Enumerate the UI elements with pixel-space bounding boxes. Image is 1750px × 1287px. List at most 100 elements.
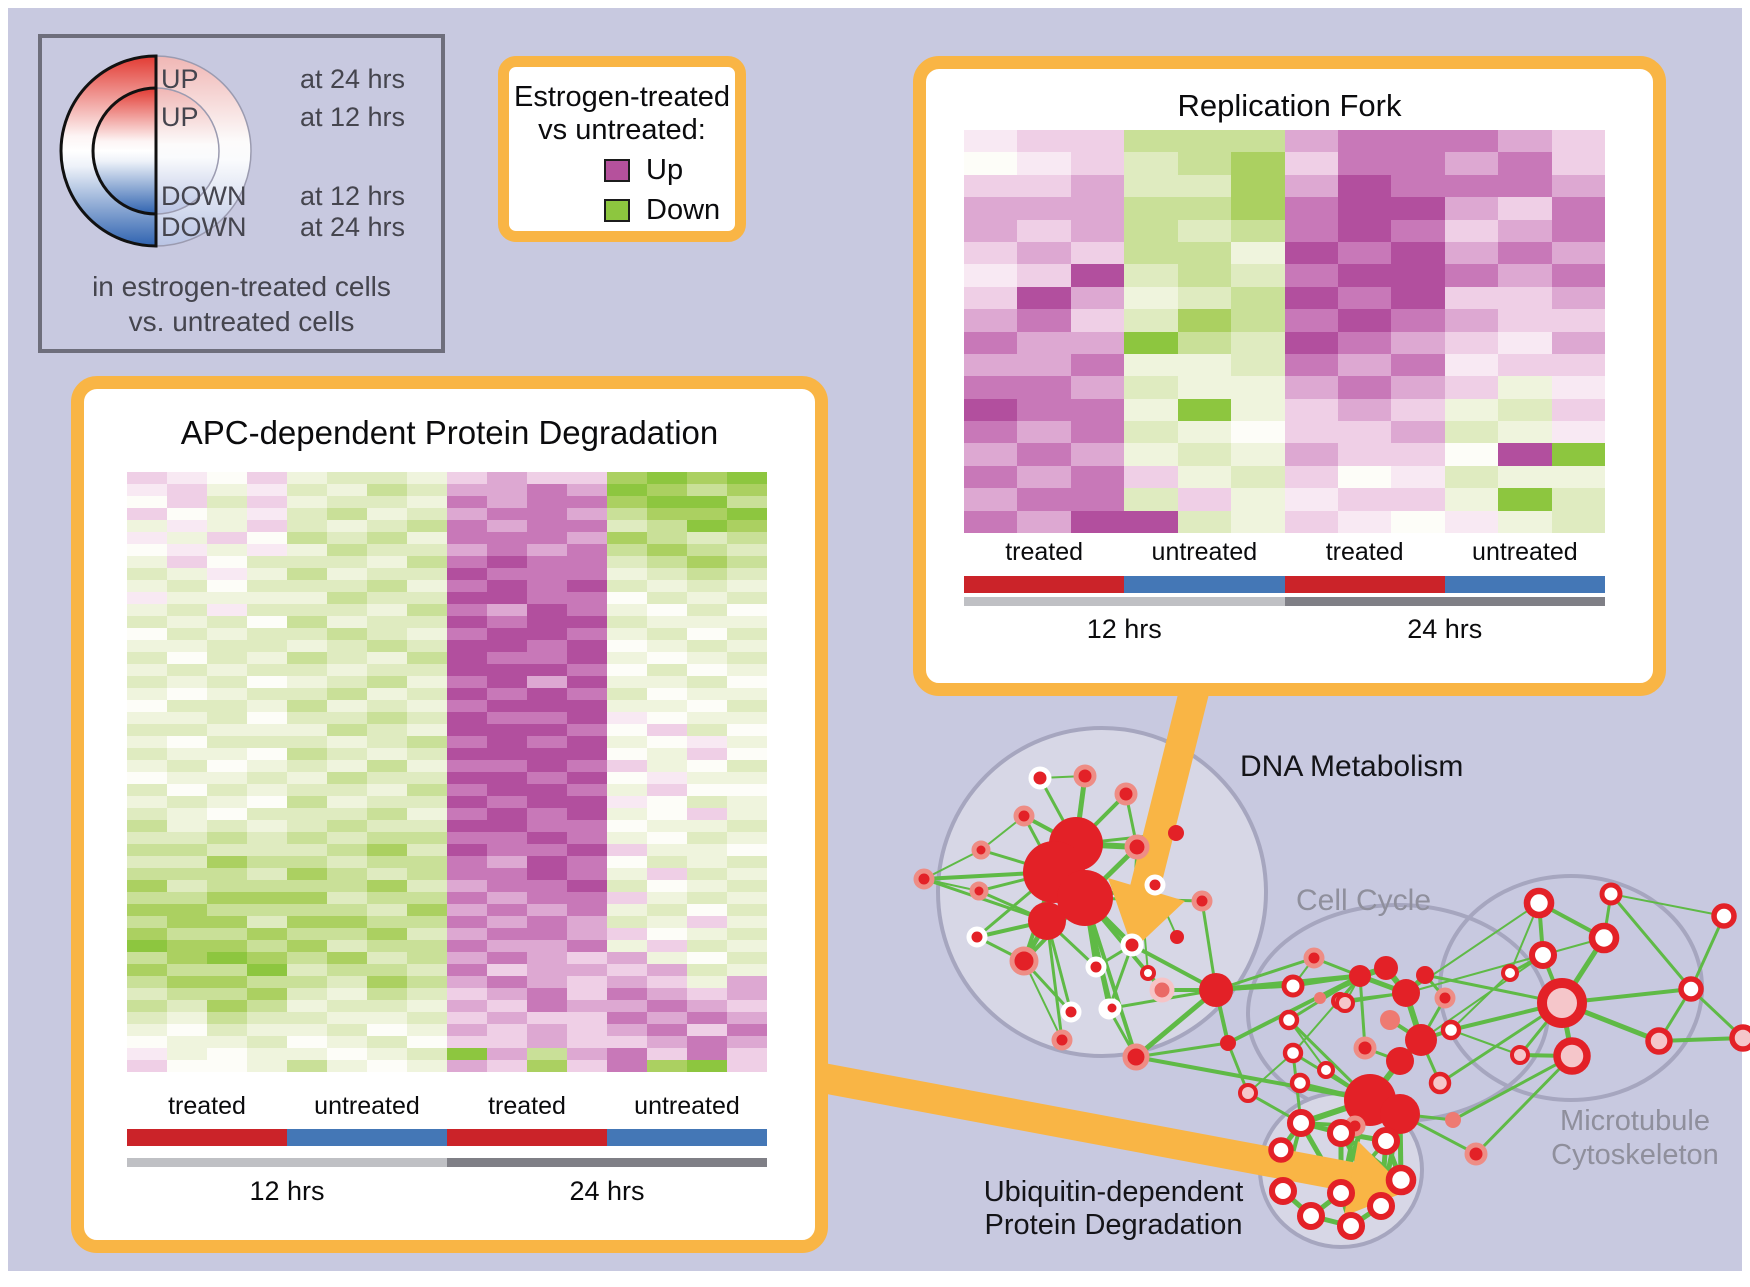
heatmap-cell xyxy=(207,928,247,940)
heatmap-cell xyxy=(527,964,567,976)
heatmap-cell xyxy=(647,940,687,952)
heatmap-cell xyxy=(607,784,647,796)
heatmap-cell xyxy=(647,820,687,832)
heatmap-row xyxy=(964,241,1606,265)
heatmap-cell xyxy=(207,880,247,892)
heatmap-cell xyxy=(1231,398,1285,422)
heatmap-cell xyxy=(567,724,607,736)
heatmap-cell xyxy=(287,508,327,520)
heatmap-cell xyxy=(687,844,727,856)
heatmap-cell xyxy=(687,760,727,772)
heatmap-cell xyxy=(527,820,567,832)
heatmap-cell xyxy=(167,580,207,592)
heatmap-cell xyxy=(167,976,207,988)
heatmap-cell xyxy=(407,1012,447,1024)
network-node xyxy=(1440,1019,1462,1041)
heatmap-cell xyxy=(367,748,407,760)
heatmap-cell xyxy=(247,772,287,784)
heatmap-cell xyxy=(207,676,247,688)
heatmap-cell xyxy=(207,748,247,760)
heatmap-cell xyxy=(687,604,727,616)
heatmap-cell xyxy=(1498,510,1552,534)
heatmap-cell xyxy=(1391,241,1445,265)
heatmap-row xyxy=(127,832,767,844)
heatmap-cell xyxy=(607,580,647,592)
heatmap-cell xyxy=(567,556,607,568)
heatmap-cell xyxy=(247,988,287,1000)
heatmap-cell xyxy=(407,688,447,700)
heatmap-cell xyxy=(247,952,287,964)
heatmap-cell xyxy=(327,628,367,640)
heatmap-cell xyxy=(327,652,367,664)
heatmap-cell xyxy=(127,712,167,724)
heatmap-cell xyxy=(327,760,367,772)
heatmap-row xyxy=(127,808,767,820)
heatmap-cell xyxy=(1284,510,1338,534)
heatmap-cell xyxy=(167,832,207,844)
heatmap-cell xyxy=(727,544,767,556)
heatmap-cell xyxy=(1498,241,1552,265)
heatmap-cell xyxy=(167,700,207,712)
heatmap-cell xyxy=(287,748,327,760)
heatmap-cell xyxy=(607,772,647,784)
network-node xyxy=(1028,902,1066,940)
heatmap-cell xyxy=(647,916,687,928)
network-node xyxy=(1386,1047,1414,1075)
heatmap-cell xyxy=(1551,174,1606,198)
heatmap-cell xyxy=(167,544,207,556)
heatmap-cell xyxy=(727,1024,767,1036)
heatmap-cell xyxy=(247,1012,287,1024)
heatmap-cell xyxy=(1498,286,1552,310)
heatmap-cell xyxy=(527,700,567,712)
heatmap-cell xyxy=(407,904,447,916)
network-node xyxy=(1009,946,1039,976)
heatmap-row xyxy=(964,197,1606,220)
heatmap-cell xyxy=(607,808,647,820)
heatmap-cell xyxy=(1017,130,1071,153)
network-node xyxy=(1057,870,1113,926)
heatmap-cell xyxy=(1551,286,1606,310)
heatmap-cell xyxy=(727,472,767,484)
heatmap-cell xyxy=(367,820,407,832)
heatmap-cell xyxy=(687,748,727,760)
heatmap-cell xyxy=(647,664,687,676)
heatmap-cell xyxy=(1017,421,1071,444)
heatmap-cell xyxy=(1498,376,1552,399)
flow-arrow-head-icon xyxy=(1344,1141,1408,1216)
heatmap-cell xyxy=(527,484,567,496)
heatmap-cell xyxy=(367,508,407,520)
heatmap-cell xyxy=(487,676,527,688)
heatmap-cell xyxy=(207,652,247,664)
heatmap-cell xyxy=(607,820,647,832)
heatmap-cell xyxy=(1498,264,1552,287)
heatmap-cell xyxy=(447,628,487,640)
heatmap-cell xyxy=(567,712,607,724)
heatmap-cell xyxy=(1177,376,1232,399)
heatmap-cell xyxy=(1498,443,1552,466)
heatmap-cell xyxy=(447,928,487,940)
heatmap-cell xyxy=(207,784,247,796)
heatmap-cell xyxy=(487,1060,527,1072)
heatmap-cell xyxy=(1177,353,1232,377)
heatmap-cell xyxy=(207,940,247,952)
heatmap-cell xyxy=(1444,174,1499,198)
heatmap-cell xyxy=(1391,174,1445,198)
heatmap-cell xyxy=(167,1012,207,1024)
heatmap-cell xyxy=(964,286,1018,310)
heatmap-cell xyxy=(1124,398,1178,422)
heatmap-cell xyxy=(687,532,727,544)
heatmap-cell xyxy=(647,928,687,940)
heatmap-cell xyxy=(207,988,247,1000)
heatmap-cell xyxy=(327,544,367,556)
heatmap-cell xyxy=(1391,286,1445,310)
time-label: 12 hrs xyxy=(1086,614,1162,644)
group-label: untreated xyxy=(634,1092,740,1120)
network-edge xyxy=(1288,1019,1327,1071)
heatmap-cell xyxy=(727,700,767,712)
heatmap-cell xyxy=(367,1036,407,1048)
heatmap-cell xyxy=(207,616,247,628)
heatmap-cell xyxy=(647,964,687,976)
heatmap-cell xyxy=(607,676,647,688)
heatmap-cell xyxy=(607,988,647,1000)
heatmap-cell xyxy=(607,964,647,976)
